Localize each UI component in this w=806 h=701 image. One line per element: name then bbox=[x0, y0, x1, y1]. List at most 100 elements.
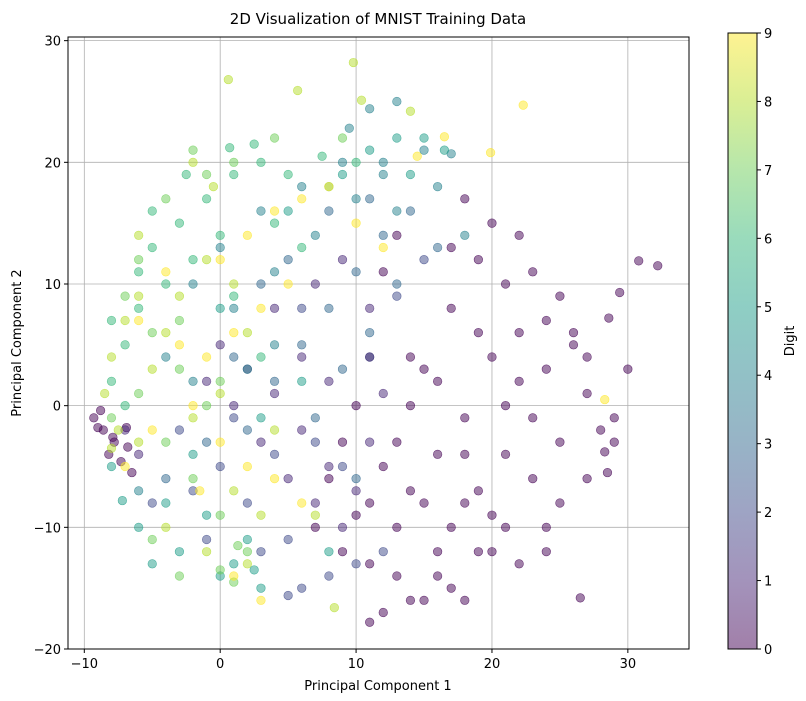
data-point-digit-0 bbox=[123, 442, 133, 452]
data-point-digit-2 bbox=[229, 413, 239, 423]
data-point-digit-2 bbox=[242, 498, 252, 508]
data-point-digit-0 bbox=[528, 474, 538, 484]
data-point-digit-0 bbox=[634, 256, 644, 266]
data-point-digit-1 bbox=[297, 425, 307, 435]
data-point-digit-0 bbox=[500, 449, 511, 459]
data-point-digit-4 bbox=[256, 206, 266, 216]
data-point-digit-7 bbox=[188, 145, 198, 155]
data-point-digit-0 bbox=[433, 376, 443, 386]
data-point-digit-3 bbox=[378, 230, 388, 240]
data-point-digit-9 bbox=[256, 303, 266, 313]
data-point-digit-8 bbox=[106, 352, 117, 362]
data-point-digit-4 bbox=[344, 123, 354, 133]
data-point-digit-0 bbox=[89, 413, 99, 423]
data-point-digit-0 bbox=[473, 547, 483, 557]
data-point-digit-1 bbox=[310, 279, 320, 289]
data-point-digit-6 bbox=[134, 267, 144, 277]
data-point-digit-4 bbox=[188, 279, 198, 289]
data-point-digit-4 bbox=[242, 364, 252, 374]
data-point-digit-6 bbox=[147, 206, 157, 216]
data-point-digit-0 bbox=[541, 522, 551, 532]
data-point-digit-4 bbox=[188, 376, 198, 386]
y-tick-label: 0 bbox=[53, 400, 61, 415]
data-point-digit-7 bbox=[174, 571, 185, 581]
data-point-digit-8 bbox=[161, 522, 171, 532]
colorbar-tick-label: 2 bbox=[764, 506, 772, 521]
data-point-digit-5 bbox=[249, 565, 259, 575]
data-point-digit-1 bbox=[351, 486, 361, 496]
data-point-digit-9 bbox=[486, 147, 496, 158]
data-point-digit-2 bbox=[283, 534, 293, 545]
data-point-digit-0 bbox=[324, 474, 334, 484]
plot-frame bbox=[67, 36, 690, 650]
data-point-digit-0 bbox=[568, 328, 579, 338]
data-point-digit-3 bbox=[297, 340, 307, 350]
data-point-digit-0 bbox=[541, 315, 551, 326]
data-point-digit-1 bbox=[269, 303, 280, 313]
data-point-digit-0 bbox=[392, 437, 402, 447]
data-point-digit-0 bbox=[514, 376, 524, 386]
data-point-digit-5 bbox=[256, 413, 266, 423]
data-point-digit-6 bbox=[202, 194, 212, 204]
data-point-digit-0 bbox=[460, 413, 470, 423]
data-point-digit-5 bbox=[242, 534, 252, 545]
data-point-digit-0 bbox=[575, 593, 585, 603]
data-point-digit-4 bbox=[460, 230, 470, 240]
data-point-digit-2 bbox=[337, 461, 348, 472]
data-point-digit-1 bbox=[229, 401, 239, 411]
data-point-digit-4 bbox=[378, 157, 388, 167]
data-point-digit-2 bbox=[297, 583, 307, 593]
data-point-digit-4 bbox=[297, 182, 307, 192]
data-point-digit-0 bbox=[446, 242, 456, 253]
data-point-digit-9 bbox=[202, 352, 212, 362]
data-point-digit-0 bbox=[623, 364, 633, 374]
data-point-digit-0 bbox=[378, 267, 388, 277]
data-point-digit-0 bbox=[460, 498, 470, 508]
data-point-digit-9 bbox=[297, 498, 307, 508]
data-point-digit-3 bbox=[161, 474, 171, 484]
data-point-digit-7 bbox=[174, 364, 185, 374]
data-point-digit-7 bbox=[215, 510, 225, 520]
data-point-digit-6 bbox=[297, 242, 307, 253]
data-point-digit-0 bbox=[460, 449, 470, 459]
data-point-digit-5 bbox=[215, 303, 225, 313]
data-point-digit-9 bbox=[215, 255, 225, 265]
data-point-digit-7 bbox=[134, 255, 144, 265]
data-point-digit-0 bbox=[405, 352, 416, 362]
data-point-digit-0 bbox=[609, 437, 619, 447]
data-point-digit-0 bbox=[541, 364, 551, 374]
data-point-digit-0 bbox=[446, 303, 456, 313]
data-point-digit-6 bbox=[215, 230, 225, 240]
x-tick-label: −10 bbox=[71, 657, 98, 672]
data-point-digit-7 bbox=[106, 413, 117, 423]
data-point-digit-2 bbox=[202, 534, 212, 545]
data-point-digit-4 bbox=[419, 145, 429, 155]
data-point-digit-0 bbox=[392, 230, 402, 240]
data-point-digit-0 bbox=[615, 287, 625, 298]
data-point-digit-8 bbox=[188, 413, 198, 423]
colorbar-ticks: 0 1 2 3 4 5 6 7 8 9 bbox=[757, 27, 772, 658]
data-point-digit-6 bbox=[106, 315, 117, 326]
data-point-digit-3 bbox=[256, 279, 266, 289]
data-point-digit-0 bbox=[473, 255, 483, 265]
data-point-digit-5 bbox=[147, 559, 157, 569]
data-point-digit-5 bbox=[174, 547, 185, 557]
y-tick-label: −20 bbox=[34, 643, 61, 658]
data-point-digit-3 bbox=[310, 413, 320, 423]
y-tick-label: 30 bbox=[44, 35, 61, 50]
data-point-digit-0 bbox=[555, 437, 565, 447]
data-point-digit-8 bbox=[134, 291, 144, 301]
data-point-digit-6 bbox=[283, 169, 293, 180]
data-point-digit-0 bbox=[337, 547, 348, 557]
colorbar bbox=[727, 32, 758, 650]
data-point-digit-0 bbox=[604, 313, 614, 323]
data-point-digit-3 bbox=[433, 242, 443, 253]
data-point-digit-9 bbox=[297, 194, 307, 204]
data-point-digit-1 bbox=[365, 303, 375, 313]
data-point-digit-5 bbox=[439, 145, 450, 155]
data-point-digit-9 bbox=[229, 328, 239, 338]
data-point-digit-4 bbox=[269, 267, 280, 277]
data-point-digit-0 bbox=[600, 447, 610, 457]
data-point-digit-5 bbox=[229, 559, 239, 569]
